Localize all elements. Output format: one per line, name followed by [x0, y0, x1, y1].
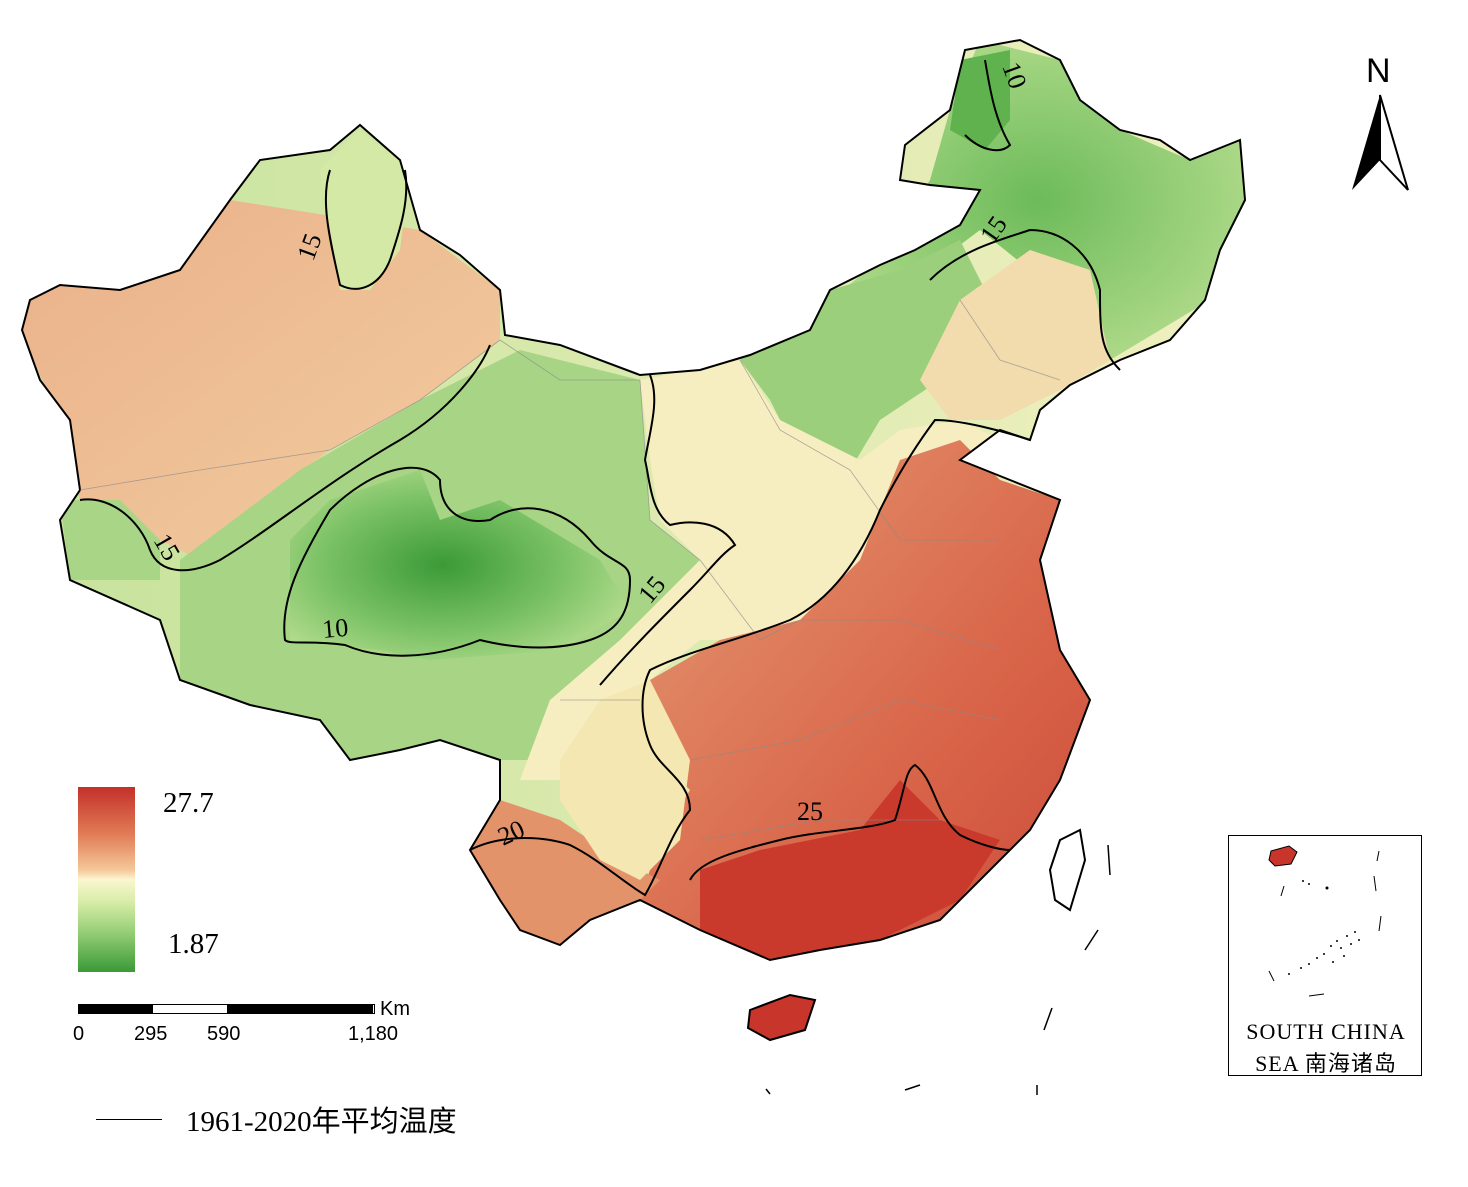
isotherm-lines	[79, 59, 1121, 897]
temperature-legend-bar	[78, 787, 135, 972]
inset-map	[1268, 845, 1382, 997]
province-boundaries	[79, 299, 1061, 841]
inset-label-line2: SEA 南海诸岛	[1255, 1051, 1397, 1076]
inset-label-line1: SOUTH CHINA	[1246, 1019, 1406, 1044]
north-label: N	[1366, 52, 1391, 90]
china-boundary	[20, 38, 1247, 962]
sea-boundary-dashes	[765, 844, 1111, 1095]
scale-tick: 590	[207, 1023, 241, 1045]
contour-label: 10	[321, 613, 349, 644]
isotherm-line-sample	[96, 1119, 162, 1120]
north-arrow-icon	[1352, 94, 1409, 191]
legend-max-value: 27.7	[163, 787, 214, 819]
south-china-sea-inset: SOUTH CHINA SEA 南海诸岛	[1228, 835, 1422, 1076]
scale-unit: Km	[380, 998, 410, 1020]
hainan-island	[746, 993, 817, 1042]
taiwan-outline	[1048, 828, 1087, 912]
isotherm-legend-label: 1961-2020年平均温度	[186, 1106, 457, 1138]
scale-tick: 0	[73, 1023, 85, 1045]
scale-bar	[78, 1004, 375, 1014]
scale-tick: 1,180	[348, 1023, 399, 1045]
legend-min-value: 1.87	[168, 928, 219, 960]
scale-tick: 295	[134, 1023, 168, 1045]
contour-label: 25	[797, 797, 823, 826]
